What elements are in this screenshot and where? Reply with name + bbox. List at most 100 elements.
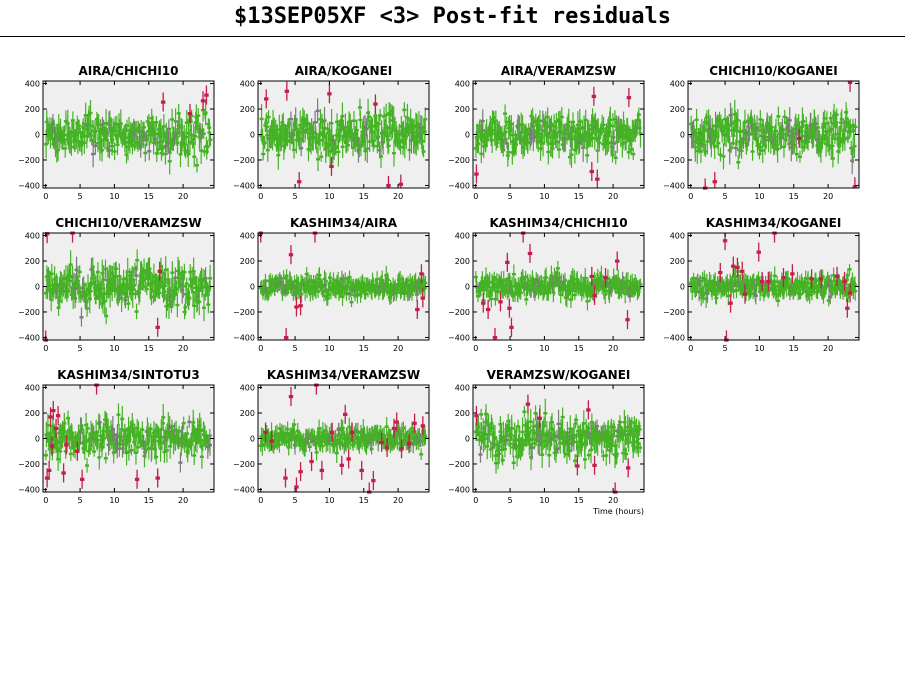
- residual-point: [623, 133, 628, 137]
- residual-point: [44, 143, 49, 146]
- residual-point: [550, 283, 555, 287]
- residual-point: [391, 117, 396, 120]
- residual-point: [537, 119, 542, 122]
- residual-point: [166, 303, 171, 307]
- residual-point: [292, 280, 297, 283]
- residual-point: [100, 445, 105, 449]
- residual-point: [150, 280, 155, 284]
- residual-point: [393, 139, 398, 143]
- residual-point: [99, 138, 104, 142]
- residual-point: [137, 142, 142, 146]
- residual-point: [736, 161, 741, 164]
- residual-point: [203, 277, 208, 280]
- flagged-point: [44, 232, 50, 236]
- residual-point: [388, 113, 393, 116]
- residual-point: [137, 291, 142, 294]
- residual-point: [348, 120, 353, 123]
- flagged-point: [485, 307, 491, 312]
- residual-point: [292, 148, 297, 152]
- residual-point: [140, 439, 145, 443]
- residual-point: [59, 435, 64, 439]
- residual-point: [62, 430, 67, 433]
- residual-point: [169, 433, 174, 436]
- residual-point: [137, 287, 142, 290]
- residual-point: [141, 278, 146, 282]
- residual-point: [592, 137, 597, 140]
- residual-point: [740, 141, 745, 144]
- residual-point: [386, 144, 391, 148]
- residual-point: [132, 284, 137, 287]
- residual-point: [347, 275, 352, 279]
- x-tick-label: 20: [608, 344, 618, 353]
- residual-point: [288, 117, 293, 121]
- residual-point: [623, 292, 628, 296]
- residual-point: [729, 288, 734, 291]
- residual-point: [185, 149, 190, 152]
- residual-point: [166, 141, 171, 144]
- residual-point: [692, 129, 697, 133]
- residual-point: [745, 279, 750, 282]
- residual-point: [532, 135, 537, 139]
- residual-point: [834, 113, 839, 116]
- residual-point: [806, 140, 811, 143]
- residual-point: [774, 292, 779, 295]
- residual-point: [598, 130, 603, 134]
- y-tick-label: 400: [25, 80, 40, 89]
- residual-point: [619, 126, 624, 130]
- residual-point: [164, 305, 169, 308]
- residual-point: [92, 282, 97, 286]
- residual-point: [93, 129, 98, 133]
- residual-point: [820, 292, 825, 295]
- residual-point: [834, 121, 839, 124]
- residual-point: [774, 129, 779, 133]
- residual-point: [539, 280, 544, 284]
- residual-point: [74, 268, 79, 272]
- residual-point: [122, 284, 127, 287]
- residual-point: [102, 292, 107, 296]
- residual-point: [381, 286, 386, 290]
- residual-point: [285, 139, 290, 142]
- x-tick-label: 5: [78, 192, 83, 201]
- residual-point: [819, 141, 824, 144]
- residual-point: [260, 289, 265, 292]
- residual-point: [320, 134, 325, 137]
- residual-point: [357, 106, 362, 109]
- residual-point: [749, 121, 754, 124]
- residual-point: [799, 130, 804, 133]
- residual-point: [585, 288, 590, 292]
- residual-point: [196, 286, 201, 290]
- residual-point: [724, 287, 729, 290]
- residual-point: [500, 141, 505, 144]
- residual-point: [520, 275, 525, 279]
- residual-point: [586, 285, 591, 289]
- title-rule: [0, 36, 905, 37]
- residual-point: [621, 124, 626, 127]
- residual-point: [690, 290, 695, 293]
- residual-point: [293, 118, 298, 121]
- residual-point: [150, 127, 155, 130]
- residual-point: [828, 295, 833, 299]
- residual-point: [112, 150, 117, 153]
- residual-point: [322, 283, 327, 286]
- residual-point: [101, 430, 106, 433]
- residual-point: [116, 413, 121, 416]
- residual-point: [708, 135, 713, 139]
- residual-point: [387, 126, 392, 130]
- residual-point: [62, 134, 67, 137]
- residual-point: [409, 139, 414, 142]
- residual-point: [177, 430, 182, 433]
- residual-point: [851, 129, 856, 132]
- residual-point: [734, 288, 739, 292]
- residual-point: [378, 286, 383, 289]
- residual-point: [180, 288, 185, 292]
- residual-point: [721, 284, 726, 287]
- residual-point: [294, 279, 299, 282]
- flagged-point: [781, 276, 786, 280]
- residual-point: [298, 124, 303, 127]
- residual-point: [77, 144, 82, 148]
- residual-point: [740, 290, 745, 294]
- residual-point: [351, 146, 356, 149]
- residual-point: [369, 288, 374, 291]
- residual-point: [478, 289, 483, 292]
